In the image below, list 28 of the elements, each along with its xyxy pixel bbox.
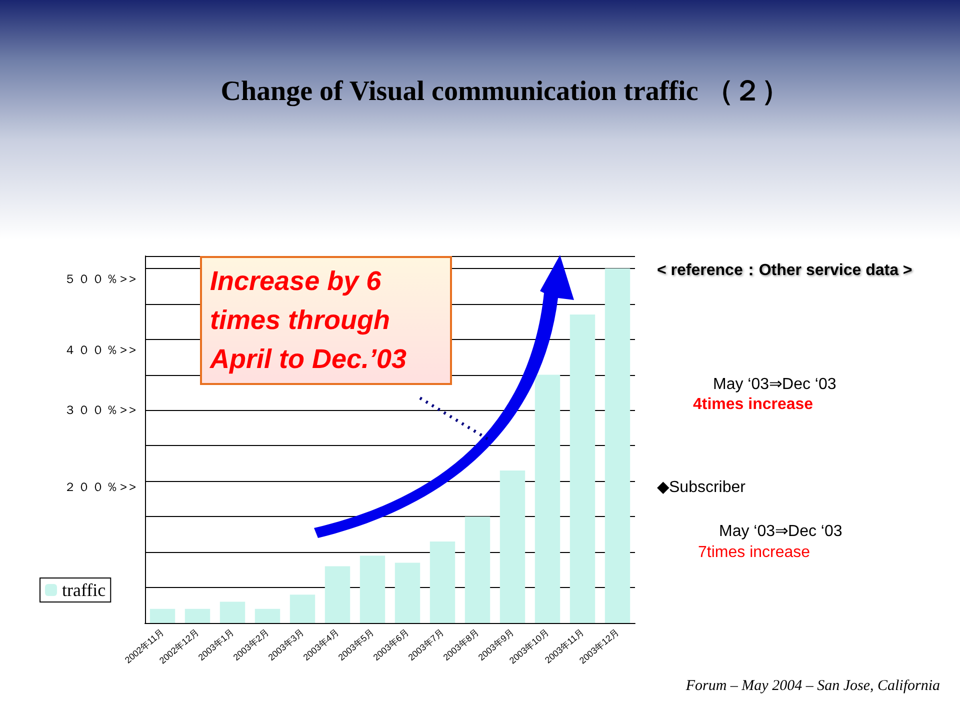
text: ◆Subscriber — [657, 479, 746, 496]
annotation: Increase by 6 times through April to Dec.’03 — [210, 266, 407, 374]
text: Forum – May 2004 – San Jose, California — [686, 678, 940, 694]
bar — [604, 268, 630, 623]
text: 7times increase — [698, 544, 810, 561]
bar — [360, 556, 386, 623]
bar — [500, 470, 526, 623]
text: ２００％>> — [64, 480, 138, 494]
bar — [430, 541, 456, 623]
bar — [254, 608, 280, 623]
text: ５００％>> — [64, 272, 138, 286]
bar — [570, 314, 596, 623]
bar — [464, 516, 490, 623]
legend-label: traffic — [62, 580, 106, 600]
text: May ‘03⇒Dec ‘03 — [719, 523, 842, 540]
text: ４００％>> — [64, 343, 138, 357]
bar — [290, 594, 316, 623]
bar — [150, 608, 176, 623]
text: 4times increase — [693, 396, 814, 413]
text: < reference：Other service data > — [657, 262, 912, 279]
text: May ‘03⇒Dec ‘03 — [713, 376, 836, 393]
text: ３００％>> — [64, 403, 138, 417]
chart-title: Change of Visual communication traffic （２） — [220, 75, 790, 109]
bar — [394, 562, 420, 623]
bar — [534, 374, 560, 623]
bar — [184, 608, 210, 623]
bar — [324, 566, 350, 623]
bar — [220, 602, 246, 623]
